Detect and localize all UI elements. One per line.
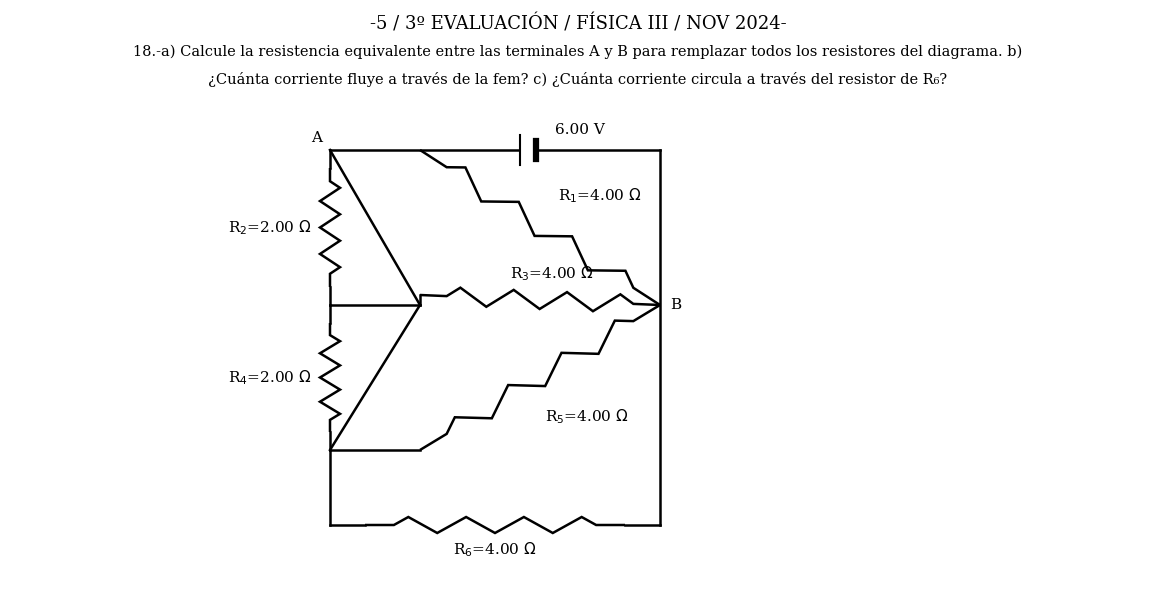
Text: -5 / 3º EVALUACIÓN / FÍSICA III / NOV 2024-: -5 / 3º EVALUACIÓN / FÍSICA III / NOV 20… [370, 15, 786, 34]
Text: R$_5$=4.00 $\Omega$: R$_5$=4.00 $\Omega$ [544, 407, 629, 426]
Text: R$_4$=2.00 $\Omega$: R$_4$=2.00 $\Omega$ [229, 368, 312, 387]
Text: 6.00 V: 6.00 V [555, 123, 605, 137]
Text: ¿Cuánta corriente fluye a través de la fem? c) ¿Cuánta corriente circula a travé: ¿Cuánta corriente fluye a través de la f… [208, 72, 948, 87]
Text: R$_1$=4.00 $\Omega$: R$_1$=4.00 $\Omega$ [558, 187, 642, 206]
Text: R$_6$=4.00 $\Omega$: R$_6$=4.00 $\Omega$ [453, 540, 536, 559]
Text: R$_2$=2.00 $\Omega$: R$_2$=2.00 $\Omega$ [229, 218, 312, 237]
Text: A: A [311, 131, 323, 145]
Text: 18.-a) Calcule la resistencia equivalente entre las terminales A y B para rempla: 18.-a) Calcule la resistencia equivalent… [133, 45, 1023, 59]
Text: R$_3$=4.00 $\Omega$: R$_3$=4.00 $\Omega$ [510, 264, 593, 283]
Text: B: B [670, 298, 681, 312]
